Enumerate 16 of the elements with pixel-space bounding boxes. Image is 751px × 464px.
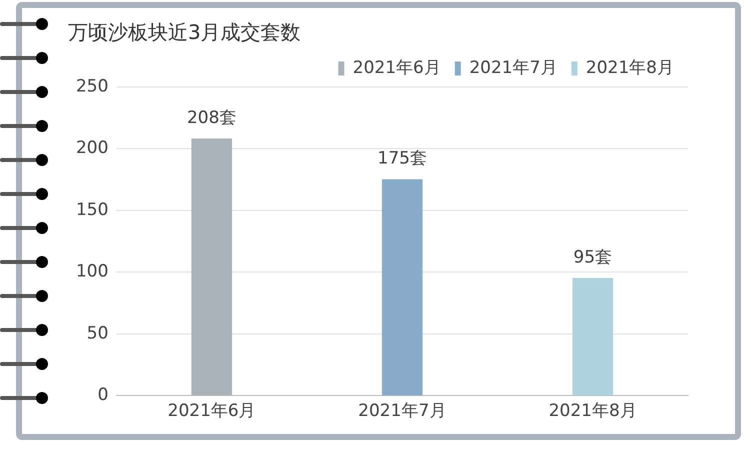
- legend-label: 2021年8月: [586, 58, 674, 78]
- y-tick-label: 150: [76, 200, 108, 220]
- y-tick-label: 50: [86, 323, 108, 344]
- data-label: 208套: [186, 108, 236, 128]
- y-tick-label: 0: [98, 385, 108, 406]
- y-tick-label: 100: [76, 262, 108, 282]
- x-tick-label: 2021年6月: [168, 401, 256, 422]
- legend-label: 2021年6月: [352, 58, 441, 78]
- y-tick-label: 250: [76, 76, 108, 96]
- y-tick-label: 200: [76, 138, 108, 158]
- data-label: 175套: [377, 148, 427, 168]
- x-tick-label: 2021年8月: [548, 401, 637, 422]
- chart-title: 万顷沙板块近3月成交套数: [68, 20, 301, 44]
- data-label: 95套: [573, 247, 612, 268]
- legend-label: 2021年7月: [469, 58, 558, 78]
- x-tick-label: 2021年7月: [358, 401, 446, 422]
